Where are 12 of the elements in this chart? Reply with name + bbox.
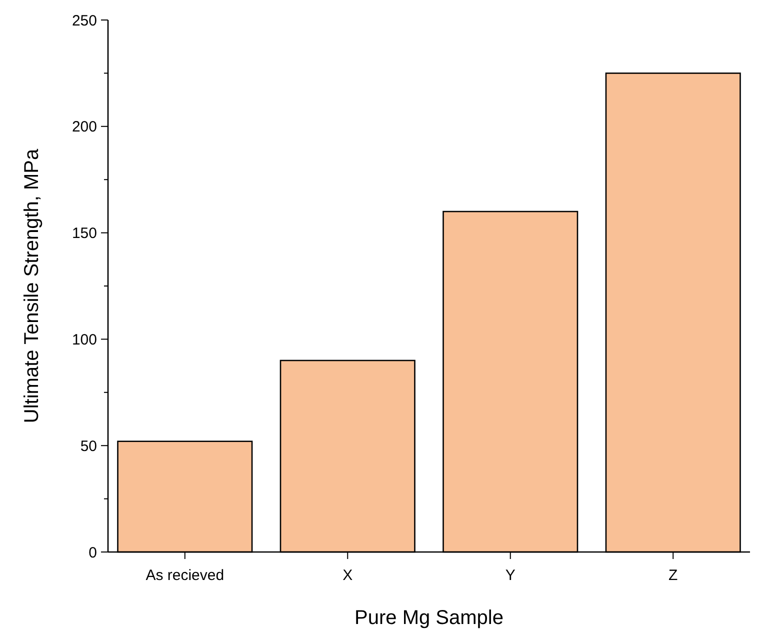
y-axis-title: Ultimate Tensile Strength, MPa: [21, 148, 43, 424]
y-tick-label: 200: [72, 118, 97, 136]
x-tick-label: Y: [505, 567, 516, 584]
x-axis-title: Pure Mg Sample: [354, 607, 504, 629]
x-tick-label: Z: [668, 567, 678, 584]
y-tick-label: 100: [72, 331, 97, 348]
y-tick-label: 250: [72, 12, 97, 30]
x-tick-label: X: [342, 567, 353, 584]
x-tick-label: As recieved: [146, 567, 224, 584]
y-tick-label: 0: [88, 544, 97, 562]
y-tick-label: 150: [72, 225, 97, 242]
y-tick-label: 50: [80, 438, 97, 455]
